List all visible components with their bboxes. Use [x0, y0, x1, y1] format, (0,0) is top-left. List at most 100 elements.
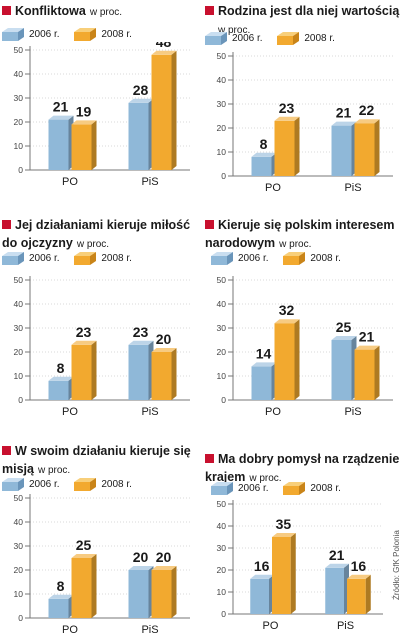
red-square-icon	[2, 220, 11, 229]
chart-legend: 2006 r. 2008 r.	[211, 252, 353, 268]
chart-title-block: Konfliktowa w proc.	[2, 2, 200, 20]
bar-value-label: 8	[57, 578, 65, 594]
legend-swatch-orange-icon	[74, 252, 97, 265]
bar-value-label: 8	[260, 136, 268, 152]
x-category-label: PiS	[344, 406, 361, 418]
chart-legend: 2006 r. 2008 r.	[2, 28, 144, 44]
bar	[331, 121, 357, 176]
bar	[151, 566, 177, 618]
bar-value-label: 32	[279, 302, 295, 318]
y-tick-label: 10	[217, 371, 227, 381]
bar	[251, 362, 277, 400]
bar-chart: 0 10 20 30 40 50 PO 21 19 PiS 28 48	[14, 42, 190, 188]
x-category-label: PiS	[337, 620, 354, 632]
bar	[347, 574, 371, 614]
bar	[354, 345, 380, 400]
y-tick-label: 0	[18, 613, 23, 623]
chart-title: Kieruje się polskim interesem narodowym	[205, 218, 395, 250]
bar	[151, 348, 177, 400]
y-tick-label: 40	[14, 69, 24, 79]
bar	[71, 554, 97, 618]
bar-value-label: 20	[156, 549, 172, 565]
legend-label-2008: 2008 r.	[101, 253, 132, 264]
y-tick-label: 50	[14, 45, 24, 55]
y-tick-label: 30	[14, 323, 24, 333]
bar-chart: 0 10 20 30 40 50 PO 16 35 PiS 21 16	[217, 499, 383, 632]
bar	[151, 50, 177, 170]
bar-chart: 0 10 20 30 40 50 PO 8 23 PiS 23 20	[14, 275, 190, 418]
y-tick-label: 50	[217, 499, 227, 509]
legend-item-2006: 2006 r.	[2, 478, 60, 491]
bar-value-label: 21	[336, 105, 352, 121]
legend-item-2008: 2008 r.	[74, 28, 132, 41]
legend-item-2008: 2008 r.	[74, 478, 132, 491]
y-tick-label: 40	[217, 299, 227, 309]
y-tick-label: 40	[217, 521, 227, 531]
x-category-label: PiS	[141, 624, 158, 636]
legend-label-2008: 2008 r.	[304, 33, 335, 44]
bar-value-label: 19	[76, 103, 92, 119]
bar	[71, 120, 97, 170]
bar-value-label: 21	[53, 99, 69, 115]
y-tick-label: 20	[14, 117, 24, 127]
legend-label-2008: 2008 r.	[101, 479, 132, 490]
bar-value-label: 21	[359, 329, 375, 345]
y-tick-label: 40	[14, 517, 24, 527]
bar	[128, 340, 154, 400]
legend-item-2006: 2006 r.	[211, 252, 269, 265]
legend-label-2008: 2008 r.	[310, 253, 341, 264]
bar	[48, 115, 74, 170]
chart-legend: 2006 r. 2008 r.	[2, 478, 144, 494]
chart-title-block: Rodzina jest dla niej wartością w proc.	[205, 2, 403, 38]
y-tick-label: 50	[14, 493, 24, 503]
y-tick-label: 0	[18, 165, 23, 175]
y-tick-label: 20	[14, 565, 24, 575]
red-square-icon	[205, 6, 214, 15]
bar	[274, 116, 300, 176]
legend-swatch-orange-icon	[74, 28, 97, 41]
y-tick-label: 10	[217, 147, 227, 157]
chart-title-block: Kieruje się polskim interesem narodowym w…	[205, 216, 405, 252]
legend-label-2006: 2006 r.	[232, 33, 263, 44]
chart-title: W swoim działaniu kieruje się misją	[2, 444, 191, 476]
y-tick-label: 50	[217, 51, 227, 61]
y-tick-label: 20	[217, 347, 227, 357]
legend-swatch-blue-icon	[2, 28, 24, 41]
bar-value-label: 48	[156, 42, 172, 50]
x-category-label: PO	[265, 406, 281, 418]
chart-unit: w proc.	[89, 7, 123, 18]
bar-chart: 0 10 20 30 40 50 PO 8 25 PiS 20 20	[14, 493, 190, 636]
bar-value-label: 20	[156, 331, 172, 347]
chart-legend: 2006 r. 2008 r.	[205, 32, 347, 48]
legend-swatch-orange-icon	[283, 482, 306, 495]
y-tick-label: 0	[221, 171, 226, 181]
y-tick-label: 40	[14, 299, 24, 309]
bar-value-label: 25	[336, 319, 352, 335]
y-tick-label: 20	[217, 565, 227, 575]
bar	[272, 533, 296, 614]
chart-unit: w proc.	[37, 465, 71, 476]
bar-value-label: 28	[133, 82, 149, 98]
y-tick-label: 30	[217, 323, 227, 333]
legend-item-2006: 2006 r.	[211, 482, 269, 495]
y-tick-label: 50	[217, 275, 227, 285]
bar-value-label: 23	[76, 324, 92, 340]
bar-value-label: 16	[254, 558, 270, 574]
x-category-label: PO	[62, 176, 78, 188]
y-tick-label: 0	[18, 395, 23, 405]
legend-swatch-blue-icon	[2, 252, 24, 265]
chart-unit: w proc.	[218, 25, 251, 36]
bar	[71, 340, 97, 400]
bar-value-label: 20	[133, 549, 149, 565]
chart-unit: w proc.	[76, 239, 110, 250]
legend-label-2006: 2006 r.	[238, 483, 269, 494]
legend-label-2008: 2008 r.	[101, 29, 132, 40]
red-square-icon	[2, 6, 11, 15]
bar	[354, 119, 380, 176]
bar-value-label: 23	[279, 100, 295, 116]
chart-title: Rodzina jest dla niej wartością	[218, 4, 400, 18]
chart-unit: w proc.	[279, 239, 312, 250]
legend-swatch-blue-icon	[211, 482, 233, 495]
x-category-label: PO	[62, 624, 78, 636]
legend-swatch-orange-icon	[277, 32, 300, 45]
